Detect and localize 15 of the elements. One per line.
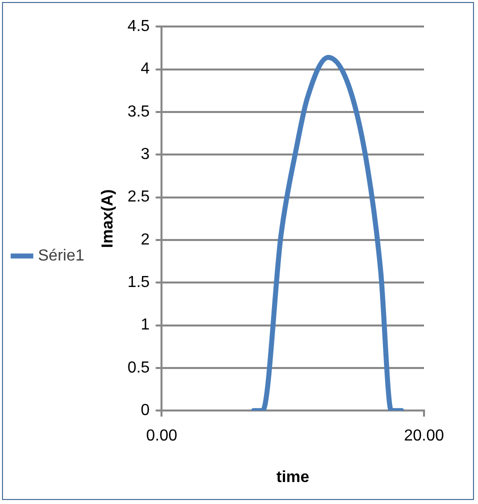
y-tick-label: 2 <box>140 231 150 248</box>
y-tick-label: 2.5 <box>127 188 150 206</box>
y-tick-label: 0.5 <box>127 359 150 376</box>
y-tick-label: 4 <box>140 60 150 78</box>
legend-label: Série1 <box>38 247 84 264</box>
x-axis-title: time <box>276 468 310 486</box>
y-tick-label: 0 <box>140 402 150 420</box>
y-axis-title: Imax(A) <box>99 189 116 248</box>
y-tick-label: 4.5 <box>127 18 150 36</box>
y-tick-label: 3 <box>140 146 150 164</box>
x-tick-label: 0.00 <box>146 428 178 445</box>
y-tick-label: 1.5 <box>127 274 150 292</box>
y-tick-label: 1 <box>140 316 150 334</box>
x-tick-label: 20.00 <box>404 428 444 445</box>
y-tick-label: 3.5 <box>127 103 150 120</box>
